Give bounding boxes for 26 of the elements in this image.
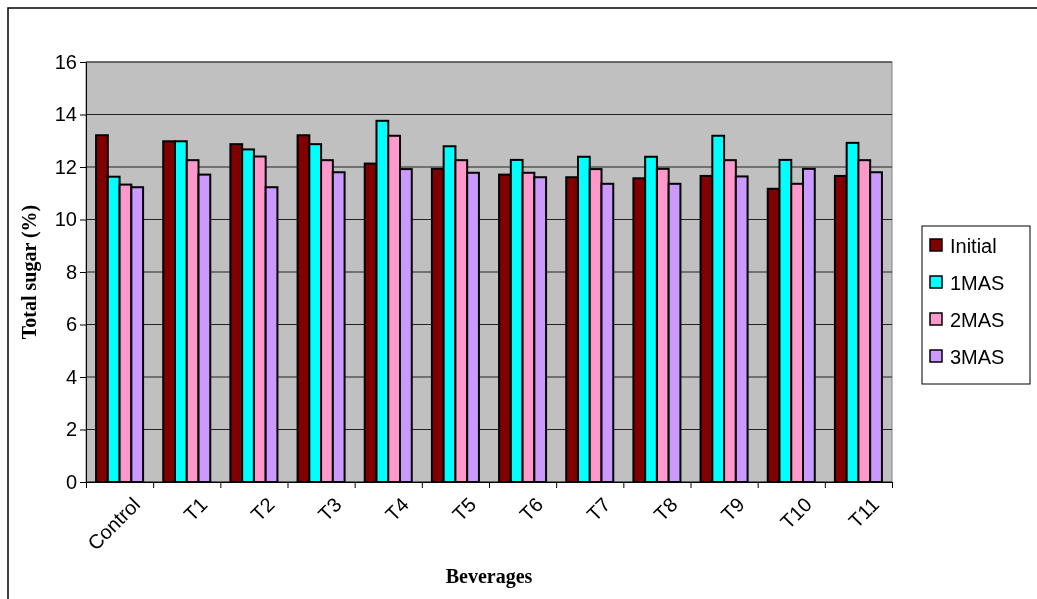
legend-label: 3MAS [950, 346, 1005, 368]
legend-label: 1MAS [950, 272, 1005, 294]
x-tick-label: T11 [844, 493, 884, 533]
x-tick-label: T9 [716, 493, 749, 526]
y-tick-label: 2 [65, 418, 77, 441]
x-tick-label: T8 [649, 493, 682, 526]
y-tick-label: 14 [54, 103, 77, 126]
x-tick-label: T7 [582, 493, 615, 526]
x-tick-label: T4 [380, 493, 413, 526]
x-tick-label: T2 [246, 493, 279, 526]
y-tick-label: 6 [65, 313, 77, 336]
x-tick-label: T10 [776, 493, 816, 534]
y-tick-label: 12 [54, 155, 77, 178]
y-tick-label: 10 [54, 208, 77, 231]
x-tick-label: T1 [179, 493, 212, 526]
x-tick-label: T6 [515, 493, 548, 526]
y-tick-label: 8 [65, 260, 77, 283]
x-axis-title: Beverages [445, 565, 533, 588]
y-axis-title: Total sugar (%) [18, 204, 41, 340]
x-tick-label: T5 [448, 493, 481, 526]
y-tick-label: 16 [54, 50, 77, 73]
y-tick-label: 0 [65, 470, 77, 493]
legend-label: Initial [950, 235, 997, 257]
x-tick-label: T3 [313, 493, 346, 526]
legend-label: 2MAS [950, 309, 1005, 331]
y-tick-label: 4 [65, 365, 77, 388]
